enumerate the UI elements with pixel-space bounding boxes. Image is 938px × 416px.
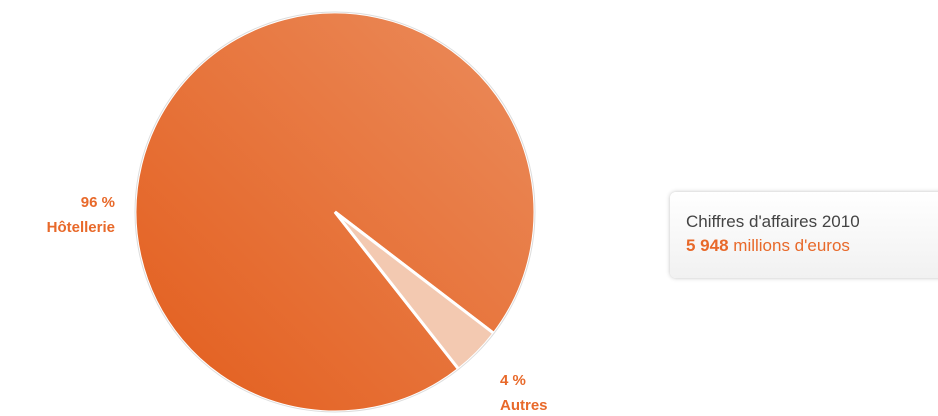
info-amount-line: 5 948 millions d'euros	[686, 234, 938, 258]
info-unit: millions d'euros	[733, 236, 850, 255]
pie-rim	[134, 11, 536, 413]
slice-value-label: 4 %	[500, 372, 526, 389]
slice-category-label: Hôtellerie	[47, 219, 115, 236]
info-amount: 5 948	[686, 236, 729, 255]
info-box: Chiffres d'affaires 2010 5 948 millions …	[670, 192, 938, 278]
slice-category-label: Autres	[500, 397, 548, 414]
info-title: Chiffres d'affaires 2010	[686, 212, 860, 231]
slice-value-label: 96 %	[81, 194, 115, 211]
